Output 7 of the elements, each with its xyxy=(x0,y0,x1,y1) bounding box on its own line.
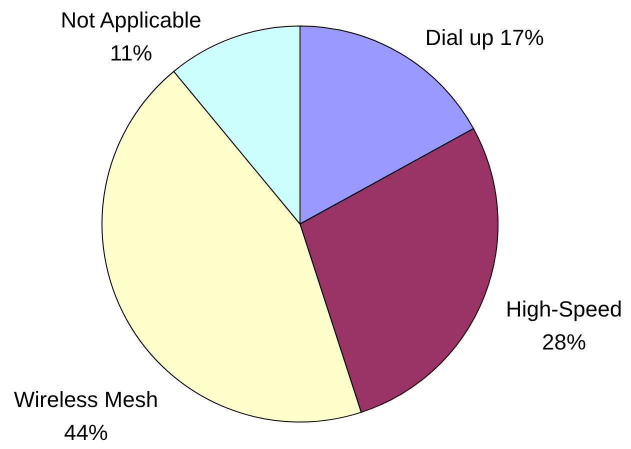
slice-label: Dial up 17% xyxy=(425,25,544,50)
slice-label: Not Applicable xyxy=(60,8,202,33)
slice-label: Wireless Mesh xyxy=(14,387,158,412)
data-label: 28% xyxy=(542,329,586,354)
slice-label: High-Speed xyxy=(506,296,622,322)
data-label: 11% xyxy=(110,40,152,66)
data-label: 44% xyxy=(64,420,108,446)
